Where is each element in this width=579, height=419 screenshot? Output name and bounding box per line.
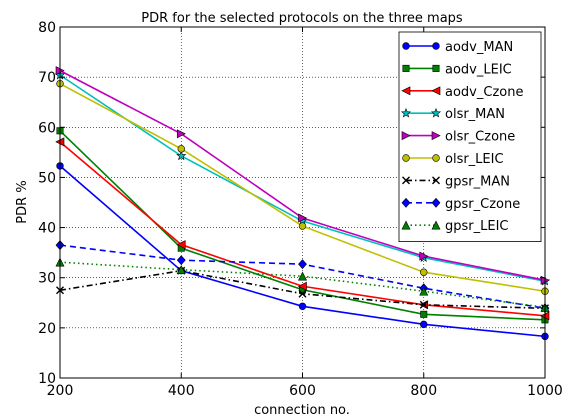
data-point: [176, 150, 187, 161]
legend-item: olsr_LEIC: [402, 152, 504, 167]
legend-label: olsr_MAN: [445, 107, 505, 122]
data-point: [176, 255, 186, 266]
y-tick-label: 80: [38, 20, 56, 36]
legend-item: aodv_LEIC: [402, 62, 512, 77]
ticks: 200 400 600 800 1000 10 20 30 40 50 60 70 80: [38, 20, 563, 399]
y-tick-label: 50: [38, 170, 56, 186]
data-point: [400, 107, 412, 118]
y-tick-label: 10: [38, 371, 56, 387]
data-point: [401, 86, 411, 96]
legend-label: gpsr_Czone: [445, 197, 520, 212]
data-point: [432, 176, 440, 185]
data-point: [402, 176, 410, 185]
y-tick-label: 70: [38, 70, 56, 86]
y-tick-label: 60: [38, 120, 56, 136]
data-point: [402, 154, 410, 162]
data-point: [432, 64, 440, 72]
legend-item: gpsr_LEIC: [401, 219, 509, 234]
data-point: [432, 42, 440, 50]
data-point: [298, 302, 307, 310]
series-line: [59, 261, 546, 309]
x-tick-label: 1000: [527, 383, 563, 399]
data-point: [431, 131, 441, 141]
legend-label: gpsr_LEIC: [445, 219, 509, 234]
data-point: [298, 259, 307, 270]
data-point: [298, 222, 307, 230]
y-axis-label: PDR %: [15, 180, 30, 223]
legend-box: [398, 31, 542, 243]
legend-label: aodv_Czone: [445, 85, 523, 100]
data-point: [401, 197, 411, 208]
data-point: [419, 286, 429, 296]
data-point: [430, 107, 442, 118]
data-point: [176, 265, 186, 274]
legend-item: gpsr_MAN: [402, 174, 510, 189]
data-point: [419, 300, 428, 309]
series-layer: [54, 66, 551, 341]
x-tick-label: 600: [289, 383, 316, 399]
data-point: [420, 310, 428, 318]
data-point: [176, 129, 186, 139]
series-gpsr_LEIC: [55, 257, 550, 312]
data-point: [401, 131, 411, 141]
x-tick-label: 400: [168, 383, 195, 399]
data-point: [431, 197, 441, 208]
legend-item: aodv_MAN: [402, 40, 513, 55]
legend-label: aodv_LEIC: [445, 62, 512, 77]
data-point: [419, 251, 429, 261]
legend: aodv_MAN aodv_LEIC aodv_Czone olsr_MAN olsr_…: [398, 31, 542, 243]
legend-item: aodv_Czone: [401, 85, 523, 100]
chart-title: PDR for the selected protocols on the th…: [141, 11, 463, 26]
legend-label: aodv_MAN: [445, 40, 513, 55]
legend-item: olsr_Czone: [401, 130, 515, 145]
legend-label: olsr_LEIC: [445, 152, 504, 167]
data-point: [176, 240, 186, 250]
legend-label: olsr_Czone: [445, 130, 515, 145]
data-point: [297, 281, 307, 291]
legend-item: olsr_MAN: [400, 107, 505, 122]
x-tick-label: 200: [47, 383, 74, 399]
data-point: [298, 271, 307, 281]
data-point: [402, 42, 410, 50]
y-tick-label: 30: [38, 271, 56, 287]
data-point: [177, 145, 185, 153]
data-point: [420, 320, 428, 329]
data-point: [432, 154, 440, 162]
data-point: [402, 64, 410, 72]
x-tick-label: 800: [410, 383, 437, 399]
data-point: [431, 220, 441, 230]
x-axis-label: connection no.: [254, 403, 350, 418]
y-tick-label: 20: [38, 321, 56, 337]
legend-item: gpsr_Czone: [401, 197, 520, 212]
data-point: [420, 268, 428, 276]
y-tick-label: 40: [38, 221, 56, 237]
data-point: [298, 213, 308, 223]
legend-label: gpsr_MAN: [445, 174, 510, 189]
data-point: [401, 220, 411, 230]
data-point: [298, 289, 307, 298]
data-point: [431, 86, 441, 96]
